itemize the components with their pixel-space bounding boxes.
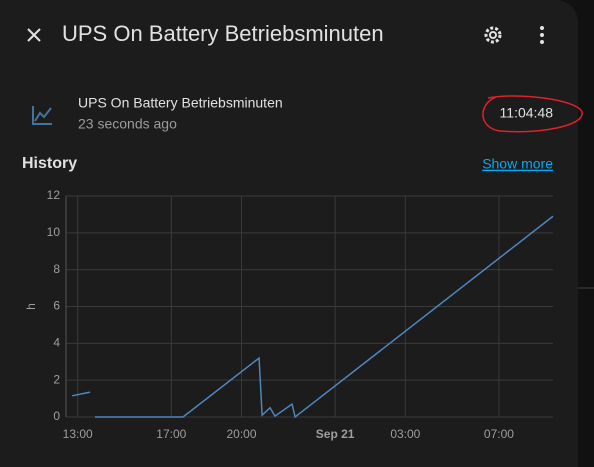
- history-title: History: [22, 155, 77, 172]
- entity-name: UPS On Battery Betriebsminuten: [78, 95, 283, 111]
- show-more-link[interactable]: Show more: [482, 156, 553, 172]
- dialog-title: UPS On Battery Betriebsminuten: [62, 21, 384, 46]
- x-tick-label: 07:00: [484, 427, 514, 441]
- y-tick-label: 0: [53, 409, 60, 423]
- y-tick-label: 6: [53, 299, 60, 313]
- entity-icon: [32, 106, 52, 125]
- x-tick-label: 20:00: [227, 427, 257, 441]
- close-button[interactable]: [27, 28, 41, 42]
- dialog: [0, 0, 578, 467]
- data-line: [71, 215, 554, 419]
- settings-button[interactable]: [484, 26, 502, 44]
- menu-button[interactable]: [540, 26, 544, 44]
- x-tick-label: 13:00: [63, 427, 93, 441]
- x-tick-label: 03:00: [390, 427, 420, 441]
- entity-state: 11:04:48: [500, 105, 554, 121]
- y-tick-label: 10: [47, 225, 61, 239]
- y-tick-label: 8: [53, 262, 60, 276]
- x-tick-label: Sep 21: [316, 427, 355, 441]
- last-changed: 23 seconds ago: [78, 116, 177, 132]
- x-tick-label: 17:00: [156, 427, 186, 441]
- annotation-circle: [482, 95, 583, 133]
- y-tick-label: 2: [53, 372, 60, 386]
- y-tick-label: 4: [53, 336, 60, 350]
- y-axis-label: h: [24, 303, 38, 310]
- y-tick-label: 12: [47, 188, 61, 202]
